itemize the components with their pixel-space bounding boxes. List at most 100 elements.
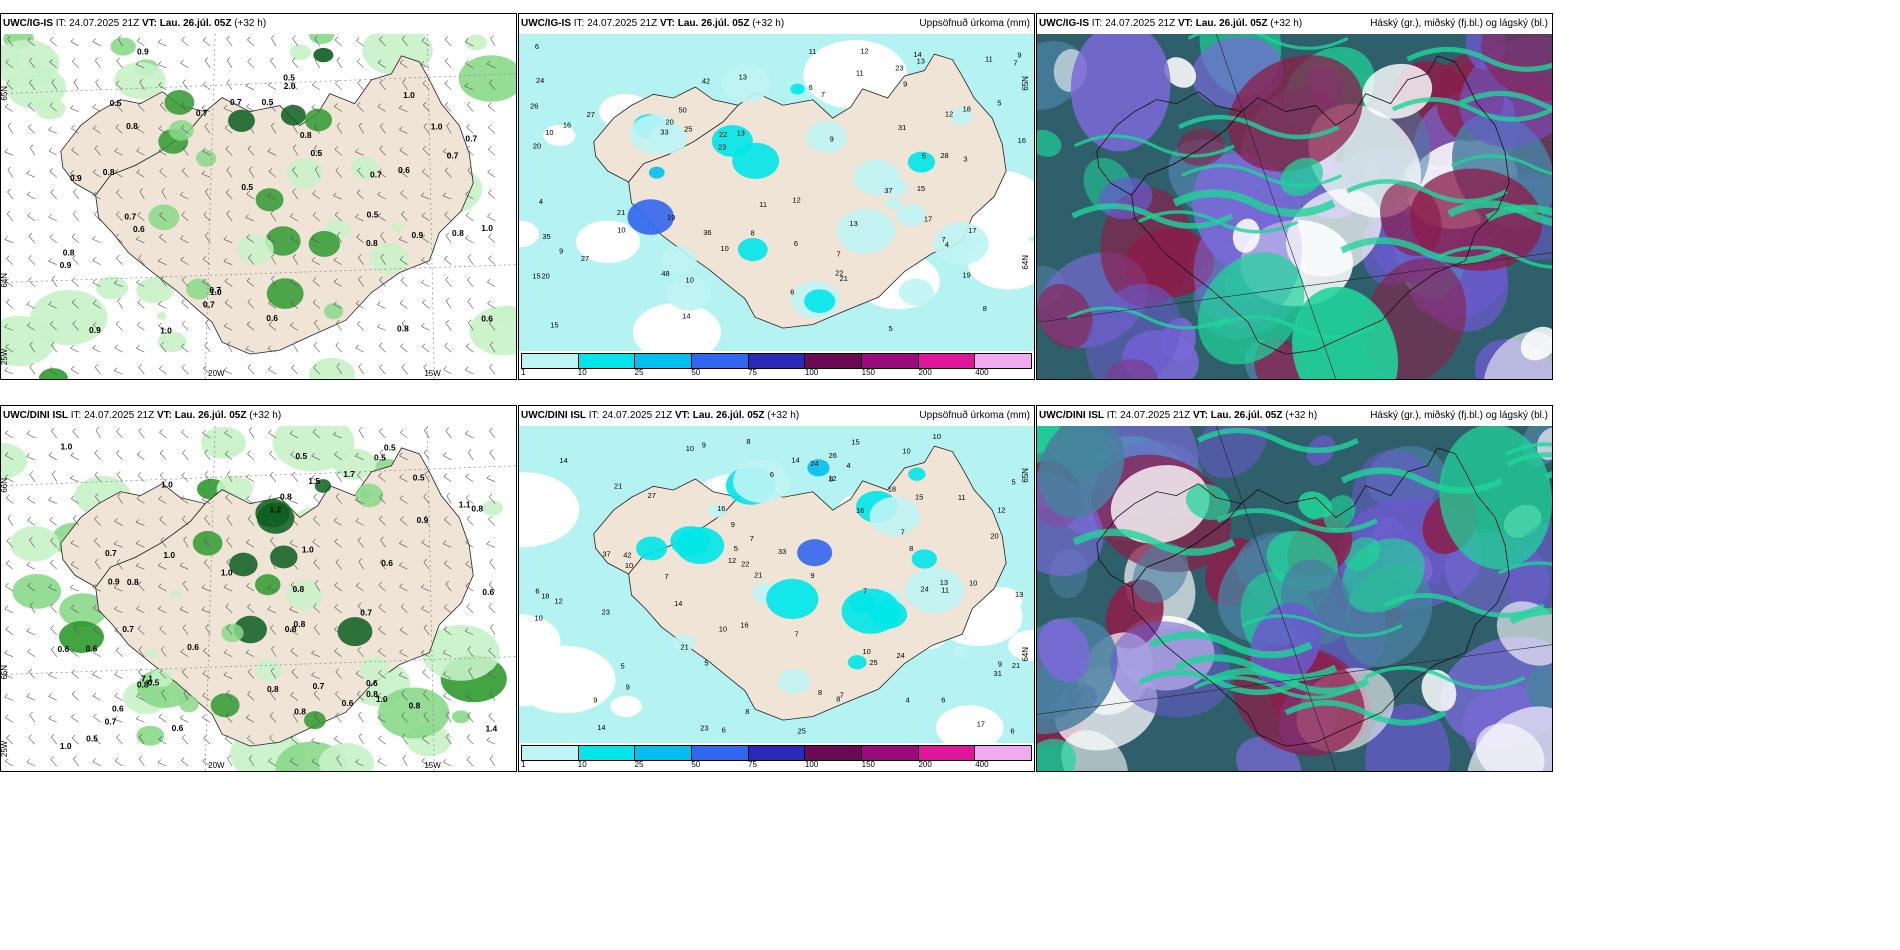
wind-barb [445,430,452,439]
wind-barb [467,301,474,309]
wind-barb [312,431,320,439]
wind-barb-flag [291,559,295,563]
wind-barb [444,214,452,222]
wind-barb-flag [292,166,296,171]
accumulated-precip-panel-row1: UWC/IG-IS IT: 24.07.2025 21Z VT: Lau. 26… [518,13,1035,380]
precip-area [869,600,908,629]
wind-barb-flag [423,515,428,519]
precip-area [494,305,516,323]
wind-barb [336,322,342,331]
wind-barb [358,561,364,570]
wind-barb [181,367,189,375]
wind-barb-flag [136,37,141,42]
wind-barb-flag [71,125,75,129]
wind-barb [226,693,233,701]
wind-barb [357,605,364,614]
wind-barb-flag [48,496,52,501]
precip-area [1,442,27,480]
wind-barb [399,62,408,69]
wind-barb [423,627,430,635]
wind-barb-flag [379,428,383,432]
wind-barb [71,128,79,134]
wind-barb-flag [487,300,491,304]
wind-barb-flag [247,691,251,695]
precip-value: 31 [994,669,1002,678]
wind-barb [270,627,277,635]
wind-barb-flag [269,471,274,476]
wind-barb-flag [269,734,273,739]
wind-barb [311,107,320,112]
wind-barb [116,214,123,222]
mid-cloud-band [1406,46,1552,72]
cloud-area [1323,495,1356,531]
wind-barb [94,474,101,482]
wind-barb-flag [401,211,405,215]
precip-value: 8 [818,688,822,697]
wind-barb [245,630,255,636]
model-name: UWC/DINI ISL [3,410,68,421]
precip-area [737,238,768,262]
wind-barb-flag [444,255,448,260]
wind-barb [442,151,452,156]
wind-barb-flag [201,584,206,588]
wind-barb-flag [71,233,76,237]
wind-barb [445,235,452,243]
wind-barb [490,626,496,635]
wind-barb-flag [94,537,98,542]
wind-barb [421,542,430,548]
precip-area [648,166,665,179]
wind-barb-flag [377,692,381,697]
wind-barb-flag [379,493,383,498]
precip-value: 28 [940,151,948,160]
wind-barb-flag [465,191,469,195]
wind-barb [4,653,14,657]
panel-header: UWC/DINI ISL IT: 24.07.2025 21Z VT: Lau.… [1,406,516,426]
wind-barb [466,759,474,767]
wind-barb-flag [93,626,97,630]
wind-barb-flag [444,101,449,106]
wind-barb [4,696,14,701]
wind-barb [465,563,474,570]
precip-value: 6 [794,239,798,248]
wind-barb [158,325,167,331]
wind-barb-flag [114,518,118,522]
wind-barb-flag [335,342,339,346]
wind-barb [4,674,14,679]
wind-barb-flag [271,253,275,258]
wind-barb [136,150,145,156]
precip-value: 7 [1013,58,1017,67]
wind-barb-flag [71,669,76,673]
wind-barb [399,259,408,265]
wind-barb-flag [421,168,426,173]
precip-area [237,234,274,265]
precip-area [280,104,306,126]
lead-time: (+32 h) [1267,18,1303,29]
precip-value: 10 [545,128,553,137]
precip-value: 1.4 [486,724,498,734]
wind-barb [355,499,364,504]
legend-swatch [748,746,806,760]
wind-barb [179,565,189,570]
wind-barb [377,695,386,701]
wind-barb [377,326,386,331]
wind-barb [489,452,496,460]
wind-barb-flag [467,254,472,258]
wind-barb [335,715,342,723]
wind-barb-flag [72,58,76,62]
precip-wind-panel-row2: UWC/DINI ISL IT: 24.07.2025 21Z VT: Lau.… [0,405,517,772]
precip-value: 4 [906,695,910,704]
wind-barb-flag [290,322,294,326]
wind-barb [465,194,474,200]
precip-value: 0.6 [266,313,278,323]
precip-value: 0.9 [60,260,72,270]
wind-barb-flag [334,626,338,630]
cloud-cover-panel-row2: UWC/DINI ISL IT: 24.07.2025 21Z VT: Lau.… [1036,405,1553,772]
wind-barb-flag [181,320,186,325]
wind-barb [158,498,167,504]
wind-barb-flag [159,365,163,369]
precip-value: 14 [791,455,799,464]
valid-time: VT: Lau. 26.júl. 05Z [674,410,765,421]
wind-barb-flag [400,603,405,607]
precip-area [110,37,136,56]
wind-barb [313,606,320,614]
